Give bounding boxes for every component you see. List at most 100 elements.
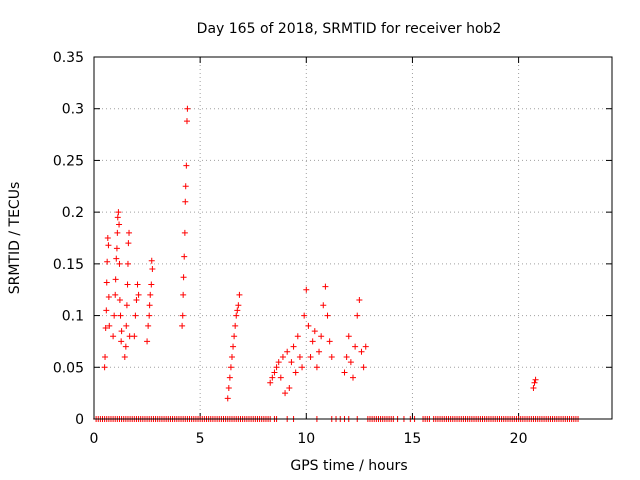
data-point bbox=[305, 322, 312, 329]
data-point bbox=[134, 281, 141, 288]
data-point bbox=[116, 260, 123, 267]
data-point bbox=[117, 312, 124, 319]
data-point bbox=[110, 333, 117, 340]
data-point bbox=[236, 291, 243, 298]
data-point bbox=[111, 312, 118, 319]
data-point bbox=[148, 281, 155, 288]
y-tick-label: 0.25 bbox=[53, 153, 84, 169]
y-tick-label: 0.2 bbox=[62, 205, 84, 221]
data-point bbox=[103, 279, 110, 286]
data-point bbox=[144, 338, 151, 345]
series-SRMTID bbox=[101, 105, 539, 402]
data-point bbox=[180, 291, 187, 298]
axis-ticks bbox=[93, 56, 612, 420]
x-tick-label: 20 bbox=[510, 431, 528, 447]
data-point bbox=[311, 328, 318, 335]
data-point bbox=[181, 229, 188, 236]
y-tick-label: 0.35 bbox=[53, 50, 84, 66]
data-point bbox=[105, 242, 112, 249]
data-point bbox=[103, 307, 110, 314]
data-point bbox=[181, 253, 188, 260]
data-point bbox=[112, 276, 119, 283]
data-point bbox=[106, 322, 113, 329]
data-point bbox=[322, 283, 329, 290]
data-point bbox=[101, 364, 108, 371]
data-point bbox=[179, 312, 186, 319]
data-point bbox=[299, 364, 306, 371]
data-point bbox=[104, 258, 111, 265]
data-point bbox=[530, 384, 537, 391]
data-point bbox=[296, 353, 303, 360]
data-point bbox=[113, 255, 120, 262]
data-point bbox=[235, 302, 242, 309]
data-point bbox=[273, 364, 280, 371]
data-point bbox=[532, 376, 539, 383]
data-point bbox=[122, 343, 129, 350]
data-point bbox=[226, 374, 233, 381]
data-point bbox=[232, 322, 239, 329]
data-point bbox=[102, 324, 109, 331]
data-point bbox=[125, 240, 132, 247]
x-tick-label: 5 bbox=[196, 431, 205, 447]
data-point bbox=[277, 374, 284, 381]
data-point bbox=[318, 333, 325, 340]
data-point bbox=[279, 353, 286, 360]
data-point bbox=[116, 297, 123, 304]
data-point bbox=[343, 353, 350, 360]
data-point bbox=[284, 348, 291, 355]
x-tick-label: 0 bbox=[90, 431, 99, 447]
data-point bbox=[184, 105, 191, 112]
y-tick-label: 0.05 bbox=[53, 360, 84, 376]
data-point bbox=[145, 322, 152, 329]
data-point bbox=[362, 343, 369, 350]
data-point bbox=[182, 183, 189, 190]
data-point bbox=[148, 257, 155, 264]
data-point bbox=[360, 364, 367, 371]
data-point bbox=[234, 307, 241, 314]
data-point bbox=[267, 379, 274, 386]
data-point bbox=[358, 348, 365, 355]
data-point bbox=[135, 291, 142, 298]
data-point bbox=[183, 118, 190, 125]
data-point bbox=[301, 312, 308, 319]
data-point bbox=[347, 359, 354, 366]
data-point bbox=[114, 229, 121, 236]
data-point bbox=[233, 312, 240, 319]
chart-title: Day 165 of 2018, SRMTID for receiver hob… bbox=[197, 21, 502, 37]
y-tick-label: 0.3 bbox=[62, 102, 84, 118]
y-tick-label: 0.15 bbox=[53, 257, 84, 273]
y-tick-label: 0.1 bbox=[62, 309, 84, 325]
data-point bbox=[124, 260, 131, 267]
data-point bbox=[228, 353, 235, 360]
data-point bbox=[227, 364, 234, 371]
data-point bbox=[118, 328, 125, 335]
data-point bbox=[147, 291, 154, 298]
data-point bbox=[132, 312, 139, 319]
data-point bbox=[313, 364, 320, 371]
x-tick-label: 10 bbox=[297, 431, 315, 447]
y-tick-label: 0 bbox=[75, 412, 84, 428]
data-point bbox=[350, 374, 356, 381]
data-point bbox=[112, 291, 119, 298]
data-point bbox=[118, 338, 125, 345]
data-point bbox=[123, 302, 130, 309]
data-point bbox=[230, 343, 237, 350]
data-point bbox=[180, 274, 187, 281]
data-point bbox=[292, 369, 299, 376]
data-point bbox=[531, 379, 538, 386]
grid-lines bbox=[94, 57, 612, 419]
data-point bbox=[275, 359, 282, 366]
data-point bbox=[269, 374, 276, 381]
data-point bbox=[131, 333, 138, 340]
data-point bbox=[288, 359, 295, 366]
data-point bbox=[328, 353, 335, 360]
data-point bbox=[224, 395, 231, 402]
data-point bbox=[179, 322, 186, 329]
data-point bbox=[290, 343, 297, 350]
x-axis-label: GPS time / hours bbox=[290, 458, 407, 474]
data-point bbox=[105, 293, 112, 300]
data-point bbox=[354, 312, 361, 319]
data-point bbox=[225, 384, 232, 391]
data-point bbox=[113, 245, 120, 252]
